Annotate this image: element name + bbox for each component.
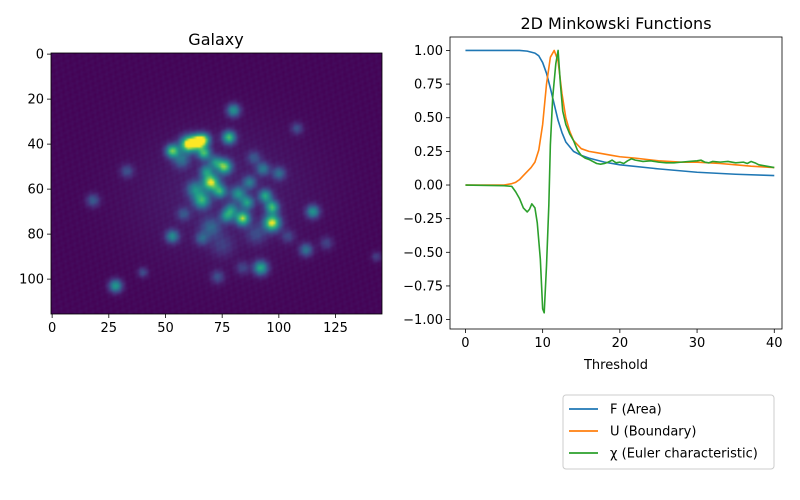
galaxy-x-tick-label: 75	[214, 321, 231, 336]
x-tick-label: 10	[534, 336, 551, 351]
galaxy-y-tick-label: 0	[36, 48, 44, 63]
galaxy-x-tick-label: 50	[157, 321, 174, 336]
galaxy-x-tick-label: 125	[323, 321, 348, 336]
series-line-1	[465, 49, 775, 186]
x-tick-label: 20	[612, 336, 629, 351]
x-tick-label: 0	[461, 336, 469, 351]
y-tick-label: 0.25	[414, 145, 443, 160]
galaxy-y-axis: 0 20 40 60 80 100	[19, 48, 51, 288]
legend-box	[562, 394, 775, 470]
x-axis-label: Threshold	[583, 358, 648, 373]
legend: F (Area) U (Boundary) χ (Euler characteris…	[562, 394, 775, 470]
galaxy-x-axis: 0 25 50 75 100 125	[48, 314, 348, 336]
galaxy-y-tick-label: 100	[19, 273, 44, 288]
y-tick-label: 1.00	[414, 44, 443, 59]
galaxy-axes-frame	[50, 52, 383, 315]
y-tick-label: −0.75	[403, 279, 443, 294]
minkowski-x-axis: 0 10 20 30 40	[461, 329, 783, 351]
galaxy-x-tick-label: 0	[48, 321, 56, 336]
series-line-2	[465, 49, 775, 314]
galaxy-x-tick-label: 100	[266, 321, 291, 336]
y-tick-label: −0.50	[403, 246, 443, 261]
galaxy-y-tick-label: 80	[27, 228, 44, 243]
legend-label-2: χ (Euler characteristic)	[610, 447, 758, 462]
galaxy-x-tick-label: 25	[101, 321, 118, 336]
galaxy-heatmap	[51, 53, 382, 314]
minkowski-y-axis: −1.00 −0.75 −0.50 −0.25 0.00 0.25 0.50 0.75 1.00	[403, 44, 450, 328]
galaxy-y-tick-label: 20	[27, 93, 44, 108]
legend-label-0: F (Area)	[610, 403, 662, 418]
y-tick-label: 0.00	[414, 179, 443, 194]
galaxy-y-tick-label: 40	[27, 138, 44, 153]
galaxy-y-tick-label: 60	[27, 183, 44, 198]
y-tick-label: −1.00	[403, 313, 443, 328]
minkowski-axes-frame	[449, 36, 783, 330]
x-tick-label: 30	[689, 336, 706, 351]
series-line-0	[465, 49, 775, 177]
y-tick-label: 0.75	[414, 78, 443, 93]
y-tick-label: −0.25	[403, 212, 443, 227]
y-tick-label: 0.50	[414, 111, 443, 126]
galaxy-panel: Galaxy 0 25 50 75 100 125 0 20 40 60 80 100	[19, 30, 383, 336]
galaxy-title: Galaxy	[188, 30, 243, 49]
series-lines	[465, 49, 775, 314]
galaxy-image-container	[51, 53, 382, 314]
minkowski-panel: 2D Minkowski Functions 0 10 20 30 40 −1.00 −0…	[403, 14, 782, 373]
minkowski-title: 2D Minkowski Functions	[520, 14, 711, 33]
x-tick-label: 40	[766, 336, 783, 351]
legend-label-1: U (Boundary)	[610, 425, 696, 440]
